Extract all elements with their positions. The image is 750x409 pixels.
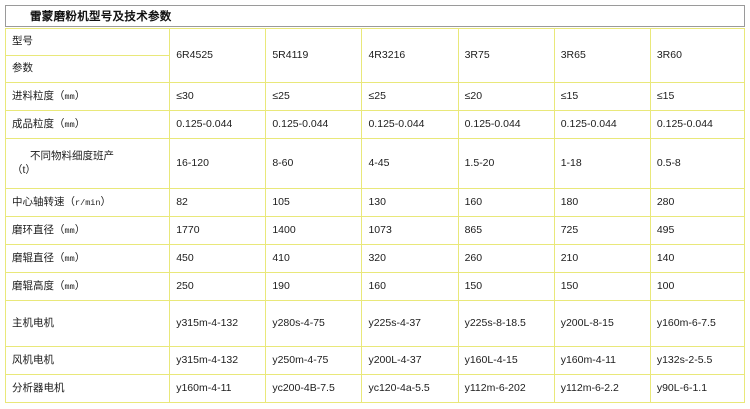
table-title-bar: 雷蒙磨粉机型号及技术参数 [5,5,745,27]
row-label-analyzer-motor: 分析器电机 [4,374,171,403]
cell: yc120-4a-5.5 [361,374,459,403]
cell: 320 [361,244,459,273]
cell: ≤25 [265,82,363,111]
table-row: 风机电机 y315m-4-132 y250m-4-75 y200L-4-37 y… [4,346,746,375]
cell: 0.125-0.044 [361,110,459,139]
cell: 82 [169,188,267,217]
row-label-main-motor: 主机电机 [4,300,171,347]
header-model-3: 3R75 [457,28,555,83]
cell: 1400 [265,216,363,245]
table-row: 分析器电机 y160m-4-11 yc200-4B-7.5 yc120-4a-5… [4,374,746,403]
cell: 100 [649,272,746,301]
cell: y315m-4-132 [169,346,267,375]
cell: y160m-4-11 [169,374,267,403]
row-label-shift-output: 不同物料细度班产 （t） [4,138,171,189]
cell: y112m-6-202 [457,374,555,403]
specification-table: 型号 6R4525 5R4119 4R3216 3R75 3R65 3R60 参… [4,28,746,403]
cell: 0.125-0.044 [457,110,555,139]
header-model-label: 型号 [4,28,171,56]
row-label-roller-diameter: 磨辊直径（mm） [4,244,171,273]
cell: 105 [265,188,363,217]
page-title: 雷蒙磨粉机型号及技术参数 [30,11,172,23]
cell: 150 [457,272,555,301]
table-row: 不同物料细度班产 （t） 16-120 8-60 4-45 1.5-20 1-18… [4,138,746,189]
cell: 0.125-0.044 [553,110,651,139]
cell: ≤25 [361,82,459,111]
table-row: 磨辊高度（mm） 250 190 160 150 150 100 [4,272,746,301]
cell: 4-45 [361,138,459,189]
table-row-header-param: 参数 [4,55,745,83]
cell: y225s-4-37 [361,300,459,347]
cell: 1.5-20 [457,138,555,189]
cell: y90L-6-1.1 [649,374,746,403]
cell: 16-120 [169,138,267,189]
cell: ≤15 [649,82,746,111]
cell: 130 [361,188,459,217]
cell: 0.125-0.044 [649,110,746,139]
cell: ≤15 [553,82,651,111]
header-model-1: 5R4119 [265,28,363,83]
cell: 450 [169,244,267,273]
header-model-4: 3R65 [553,28,651,83]
cell: 1770 [169,216,267,245]
cell: 160 [457,188,555,217]
cell: y225s-8-18.5 [457,300,555,347]
cell: ≤20 [457,82,555,111]
cell: 0.125-0.044 [265,110,363,139]
table-row: 磨环直径（mm） 1770 1400 1073 865 725 495 [4,216,746,245]
cell: 210 [553,244,651,273]
table-row: 进料粒度（mm） ≤30 ≤25 ≤25 ≤20 ≤15 ≤15 [4,82,746,111]
table-row: 磨辊直径（mm） 450 410 320 260 210 140 [4,244,746,273]
cell: 725 [553,216,651,245]
cell: y280s-4-75 [265,300,363,347]
header-model-5: 3R60 [649,28,746,83]
header-param-label: 参数 [4,55,171,83]
row-label-product-size: 成品粒度（mm） [4,110,171,139]
table-row-header-model: 型号 6R4525 5R4119 4R3216 3R75 3R65 3R60 [4,28,746,83]
cell: y132s-2-5.5 [649,346,746,375]
cell: y160m-4-11 [553,346,651,375]
table-row: 成品粒度（mm） 0.125-0.044 0.125-0.044 0.125-0… [4,110,746,139]
table-row: 主机电机 y315m-4-132 y280s-4-75 y225s-4-37 y… [4,300,746,347]
cell: 180 [553,188,651,217]
header-model-0: 6R4525 [169,28,267,83]
cell: 250 [169,272,267,301]
cell: 0.125-0.044 [169,110,267,139]
cell: 150 [553,272,651,301]
cell: 1073 [361,216,459,245]
cell: 410 [265,244,363,273]
cell: y160m-6-7.5 [649,300,746,347]
cell: 260 [457,244,555,273]
cell: y200L-4-37 [361,346,459,375]
cell: yc200-4B-7.5 [265,374,363,403]
cell: ≤30 [169,82,267,111]
cell: 1-18 [553,138,651,189]
row-label-spindle-speed: 中心轴转速（r/min） [4,188,171,217]
row-label-feed-size: 进料粒度（mm） [4,82,171,111]
cell: 160 [361,272,459,301]
cell: y160L-4-15 [457,346,555,375]
cell: 495 [649,216,746,245]
table-row: 中心轴转速（r/min） 82 105 130 160 180 280 [4,188,746,217]
cell: y250m-4-75 [265,346,363,375]
row-label-ring-diameter: 磨环直径（mm） [4,216,171,245]
row-label-fan-motor: 风机电机 [4,346,171,375]
cell: 865 [457,216,555,245]
cell: y200L-8-15 [553,300,651,347]
cell: 8-60 [265,138,363,189]
cell: y315m-4-132 [169,300,267,347]
header-model-2: 4R3216 [361,28,459,83]
cell: 0.5-8 [649,138,746,189]
cell: 140 [649,244,746,273]
row-label-roller-height: 磨辊高度（mm） [4,272,171,301]
cell: y112m-6-2.2 [553,374,651,403]
cell: 190 [265,272,363,301]
cell: 280 [649,188,746,217]
